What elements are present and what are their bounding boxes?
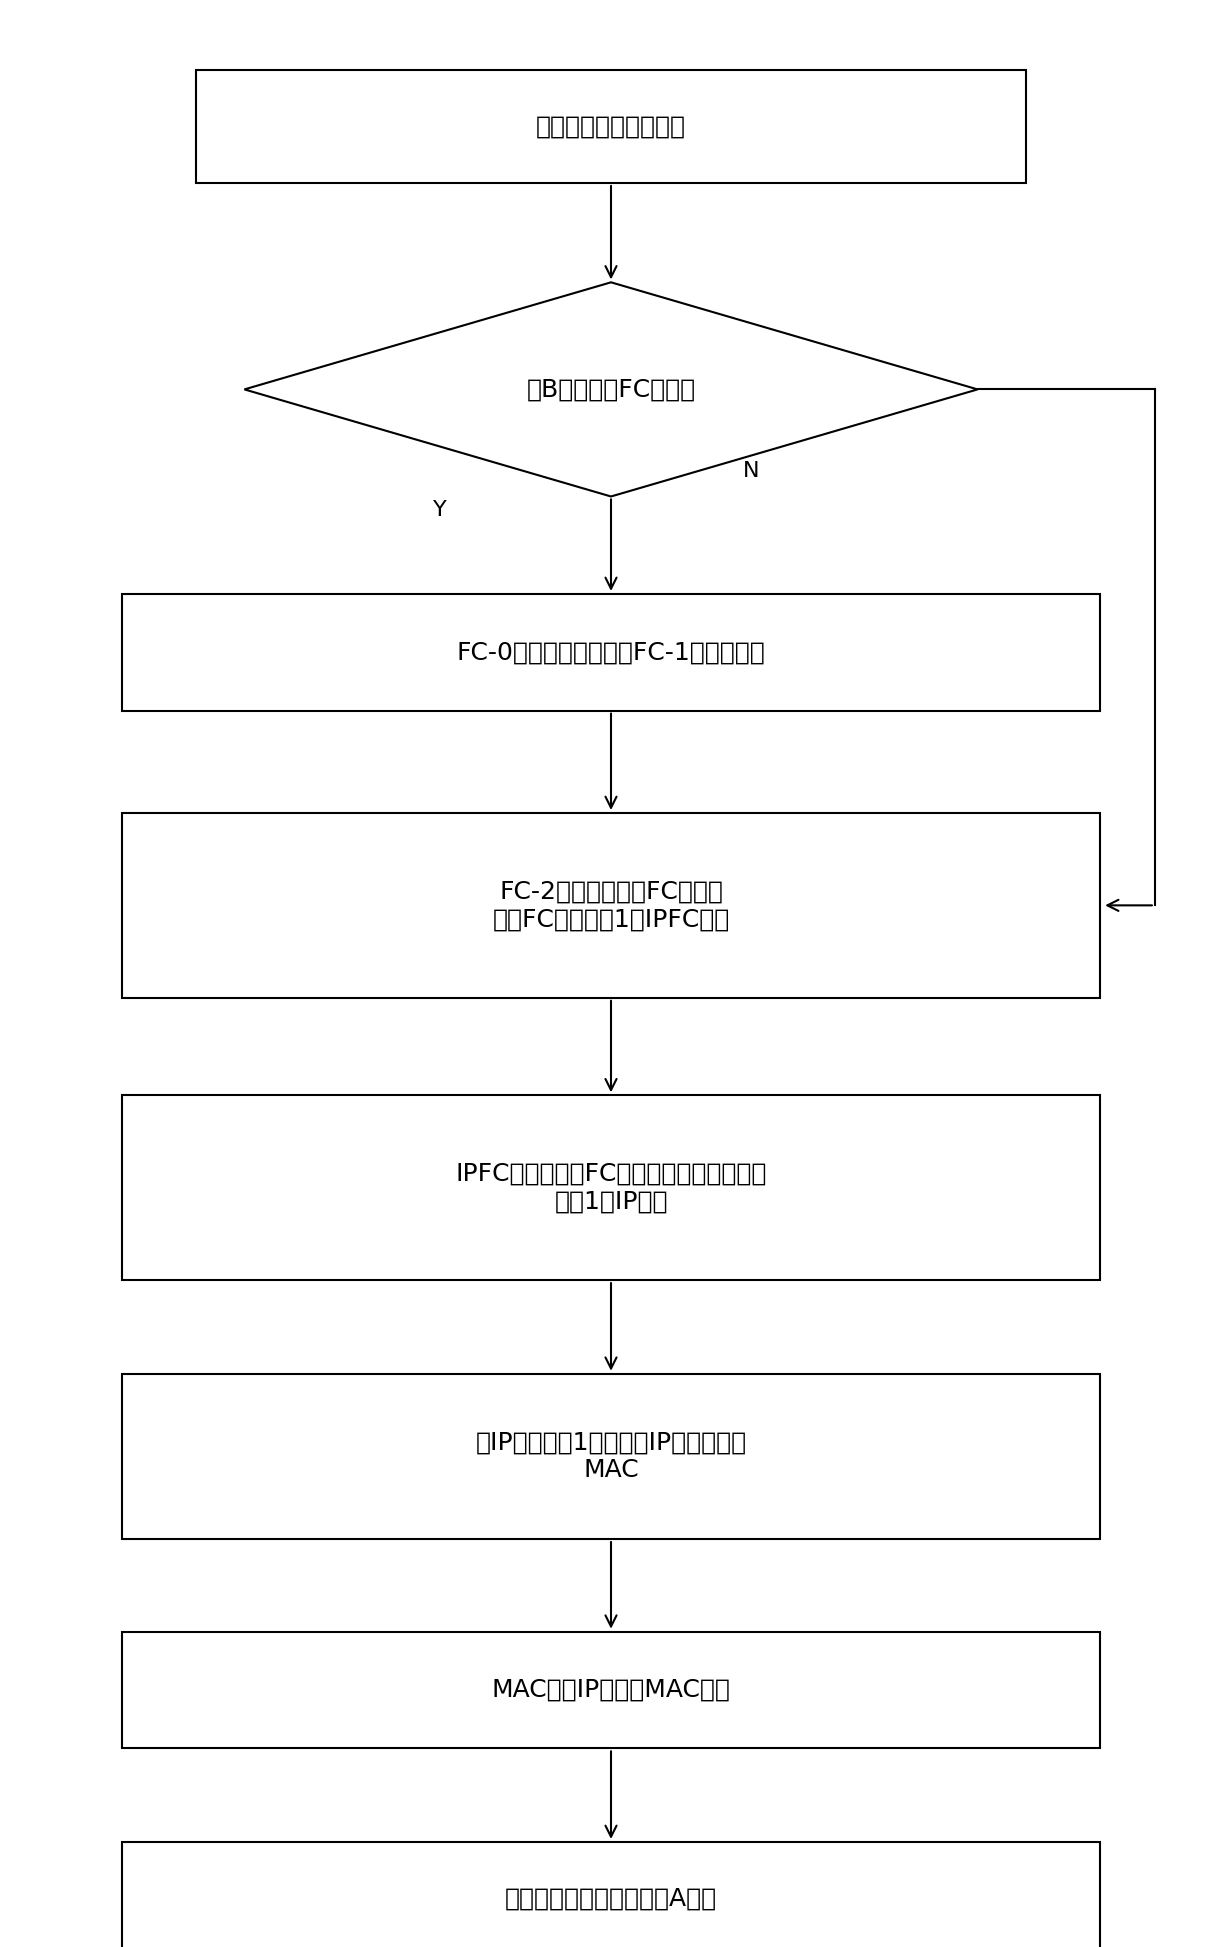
FancyBboxPatch shape [122, 1094, 1100, 1281]
Text: Y: Y [433, 500, 447, 520]
Text: 物理层将以太网帧发送到A接口: 物理层将以太网帧发送到A接口 [505, 1887, 717, 1910]
Text: 从B接口接收FC协议帧: 从B接口接收FC协议帧 [527, 378, 695, 401]
FancyBboxPatch shape [122, 814, 1100, 997]
FancyBboxPatch shape [122, 1842, 1100, 1947]
Text: N: N [743, 461, 760, 481]
Text: IPFC解析，解掉FC网络头与链路控制头，
形成1个IP序列: IPFC解析，解掉FC网络头与链路控制头， 形成1个IP序列 [456, 1162, 766, 1213]
FancyBboxPatch shape [122, 1632, 1100, 1748]
FancyBboxPatch shape [196, 70, 1026, 183]
Text: FC-0层进行光电转换，FC-1层进行解码: FC-0层进行光电转换，FC-1层进行解码 [457, 641, 765, 664]
Text: 初始化与系统复位完成: 初始化与系统复位完成 [536, 115, 686, 138]
Text: FC-2层解析并去掉FC帧头，
再将FC帧组织成1个IPFC序列: FC-2层解析并去掉FC帧头， 再将FC帧组织成1个IPFC序列 [492, 880, 730, 931]
Text: 将IP序列分成1个或多个IP段，发送至
MAC: 将IP序列分成1个或多个IP段，发送至 MAC [475, 1431, 747, 1482]
Polygon shape [244, 282, 978, 496]
Text: MAC层将IP段打上MAC包头: MAC层将IP段打上MAC包头 [491, 1678, 731, 1702]
FancyBboxPatch shape [122, 1375, 1100, 1538]
FancyBboxPatch shape [122, 594, 1100, 711]
